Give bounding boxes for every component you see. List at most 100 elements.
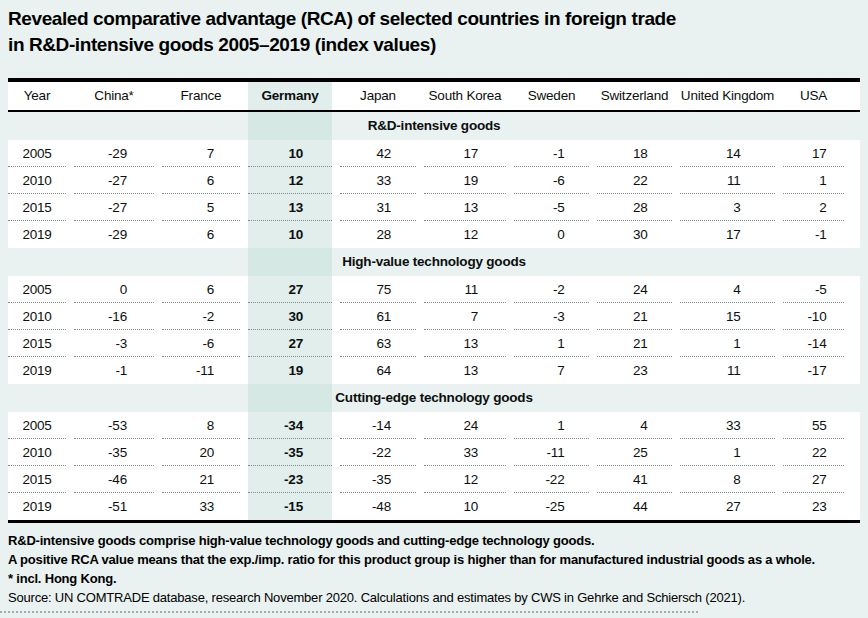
section-band: High-value technology goods [8,248,860,276]
value-cell: 33 [424,439,506,466]
year-cell: 2019 [8,221,66,248]
value-cell: 4 [597,412,672,439]
year-cell: 2010 [8,439,66,466]
value-cell: 22 [783,439,844,466]
value-cell: 33 [680,412,775,439]
column-header-japan: Japan [340,82,416,110]
bottom-dotted-rule [0,611,698,613]
section-label: Cutting-edge technology goods [8,384,860,412]
value-cell: 25 [597,439,672,466]
column-header-united-kingdom: United Kingdom [680,82,775,110]
year-cell: 2019 [8,493,66,520]
value-cell: 13 [424,194,506,221]
value-cell: 21 [597,303,672,330]
value-cell: 6 [162,167,240,194]
value-cell: 30 [597,221,672,248]
value-cell: 23 [783,493,844,520]
year-cell: 2015 [8,194,66,221]
column-header-china: China* [74,82,154,110]
value-cell: 12 [248,167,332,194]
value-cell: -29 [74,140,154,167]
value-cell: 17 [424,140,506,167]
table-row: 2010-3520-35-2233-1125122 [8,439,860,466]
value-cell: 3 [680,194,775,221]
table-notes: R&D-intensive goods comprise high-value … [8,531,860,607]
value-cell: 10 [424,493,506,520]
value-cell: -35 [340,466,416,493]
value-cell: -11 [162,357,240,384]
value-cell: 14 [680,140,775,167]
value-cell: 11 [680,357,775,384]
year-cell: 2010 [8,303,66,330]
table-row: 2019-1-1119641372311-17 [8,357,860,384]
value-cell: 13 [248,194,332,221]
section-label: High-value technology goods [8,248,860,276]
value-cell: 33 [340,167,416,194]
value-cell: 4 [680,276,775,303]
section-band: R&D-intensive goods [8,112,860,140]
table-row: 2015-3-62763131211-14 [8,330,860,357]
column-header-year: Year [8,82,66,110]
note-line-2: A positive RCA value means that the exp.… [8,550,860,569]
value-cell: 13 [424,357,506,384]
value-cell: 21 [162,466,240,493]
value-cell: 27 [680,493,775,520]
year-cell: 2005 [8,140,66,167]
value-cell: -53 [74,412,154,439]
value-cell: 30 [248,303,332,330]
table-row: 2010-276123319-622111 [8,167,860,194]
section-label: R&D-intensive goods [8,112,860,140]
year-cell: 2005 [8,276,66,303]
value-cell: -22 [514,466,589,493]
value-cell: 64 [340,357,416,384]
value-cell: -14 [340,412,416,439]
value-cell: -2 [514,276,589,303]
value-cell: 1 [680,439,775,466]
value-cell: -6 [162,330,240,357]
title-line-1: Revealed comparative advantage (RCA) of … [8,6,858,32]
value-cell: -27 [74,194,154,221]
table-body: R&D-intensive goods2005-297104217-118141… [0,112,868,520]
value-cell: 8 [680,466,775,493]
value-cell: 21 [597,330,672,357]
year-cell: 2019 [8,357,66,384]
table-row: 2019-29610281203017-1 [8,221,860,248]
value-cell: -5 [514,194,589,221]
value-cell: 12 [424,221,506,248]
value-cell: -1 [783,221,844,248]
title-line-2: in R&D-intensive goods 2005–2019 (index … [8,32,858,58]
column-header-sweden: Sweden [514,82,589,110]
year-cell: 2015 [8,330,66,357]
value-cell: 0 [514,221,589,248]
column-header-switzerland: Switzerland [597,82,672,110]
value-cell: 75 [340,276,416,303]
value-cell: 10 [248,221,332,248]
value-cell: 31 [340,194,416,221]
table-row: 2015-4621-23-3512-2241827 [8,466,860,493]
value-cell: 6 [162,221,240,248]
value-cell: -29 [74,221,154,248]
value-cell: 63 [340,330,416,357]
value-cell: 28 [597,194,672,221]
value-cell: 19 [424,167,506,194]
value-cell: 24 [597,276,672,303]
year-cell: 2005 [8,412,66,439]
value-cell: -34 [248,412,332,439]
value-cell: -17 [783,357,844,384]
value-cell: 44 [597,493,672,520]
column-header-south-korea: South Korea [424,82,506,110]
value-cell: 55 [783,412,844,439]
value-cell: -11 [514,439,589,466]
table-row: 2015-275133113-52832 [8,194,860,221]
table-row: 2005-538-34-1424143355 [8,412,860,439]
value-cell: -27 [74,167,154,194]
value-cell: 7 [162,140,240,167]
value-cell: -46 [74,466,154,493]
value-cell: 23 [597,357,672,384]
value-cell: -51 [74,493,154,520]
value-cell: -3 [514,303,589,330]
note-line-1: R&D-intensive goods comprise high-value … [8,531,860,550]
value-cell: 7 [514,357,589,384]
value-cell: -1 [74,357,154,384]
year-cell: 2010 [8,167,66,194]
